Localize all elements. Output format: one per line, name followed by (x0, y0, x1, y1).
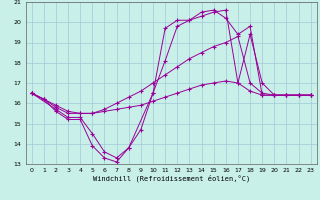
X-axis label: Windchill (Refroidissement éolien,°C): Windchill (Refroidissement éolien,°C) (92, 175, 250, 182)
